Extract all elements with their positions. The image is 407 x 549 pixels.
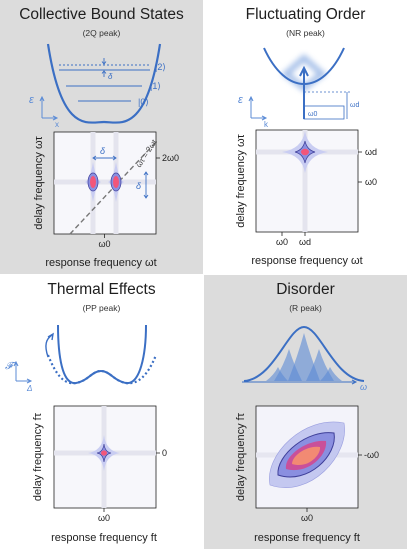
xaxis-label: response frequency ωt xyxy=(45,257,156,269)
energy-axis-label: ε xyxy=(238,94,243,106)
ytick-label-d: ωd xyxy=(365,147,377,157)
panel-subtitle: (PP peak) xyxy=(82,303,121,313)
panel-disorder: Disorder (R peak) ω ω0 -ω0 response freq… xyxy=(204,275,407,549)
panel-collective-bound-states: Collective Bound States (2Q peak) δ |2⟩ … xyxy=(0,0,203,274)
thermal-figure: 𝓕 Δ ω0 0 response frequency ft delay fre… xyxy=(5,324,167,544)
delta-v-label: δ xyxy=(136,181,142,191)
panel-title: Disorder xyxy=(276,281,335,298)
energy-axis-label: ε xyxy=(29,94,34,106)
yaxis-label: delay frequency ωτ xyxy=(235,134,247,228)
panel-subtitle: (R peak) xyxy=(289,303,322,313)
energy-axis xyxy=(248,95,268,121)
ytick-label-0: ω0 xyxy=(365,177,377,187)
spectrum-nr xyxy=(255,129,362,236)
spectrum-2q: δ δ ωτ = 2ωt xyxy=(53,131,160,238)
yaxis-label: delay frequency fτ xyxy=(235,412,247,501)
spectrum-r xyxy=(255,405,362,512)
delta-v-marker xyxy=(143,171,149,199)
xaxis-label: response frequency ft xyxy=(51,532,157,544)
diagonal-line xyxy=(69,141,157,235)
delta-arrow-down xyxy=(101,58,107,65)
xtick-label-d: ωd xyxy=(299,237,311,247)
xtick-label: ω0 xyxy=(98,513,110,523)
delta-h-marker xyxy=(92,155,117,161)
yaxis-label: delay frequency ωτ xyxy=(33,136,45,230)
panel-subtitle: (2Q peak) xyxy=(82,28,121,38)
ytick-label: 0 xyxy=(162,448,167,458)
energy-axis xyxy=(39,95,59,121)
peak-core xyxy=(301,148,309,156)
thermal-dotted-curve xyxy=(46,354,158,385)
line-5 xyxy=(320,367,342,381)
collective-figure: δ |2⟩ |1⟩ |0⟩ ε x δ δ ωτ = 2ω xyxy=(29,43,179,269)
free-energy-axis xyxy=(13,360,33,384)
peak-core xyxy=(292,446,321,466)
panel-title: Fluctuating Order xyxy=(245,6,366,23)
state-2-label: |2⟩ xyxy=(155,62,166,72)
ytick-label: 2ω0 xyxy=(162,153,179,163)
fluctuating-figure: ωd ω0 ε k ω0 ωd ωd ω0 response frequency… xyxy=(235,47,377,267)
delta-h-label: δ xyxy=(100,146,106,156)
delta-label: δ xyxy=(108,72,113,81)
panel-subtitle: (NR peak) xyxy=(286,28,325,38)
panel-fluctuating-order: Fluctuating Order (NR peak) ωd ω0 ε k xyxy=(204,0,407,274)
peak-core xyxy=(101,450,107,456)
panel-title: Collective Bound States xyxy=(19,6,184,23)
xtick-label: ω0 xyxy=(98,239,110,249)
omega-0-small-label: ω0 xyxy=(308,111,317,118)
yaxis-label: delay frequency fτ xyxy=(32,412,44,501)
free-energy-label: 𝓕 xyxy=(5,361,16,372)
state-0-label: |0⟩ xyxy=(138,97,149,107)
spectrum-pp xyxy=(53,405,160,512)
omega-axis-label: ω xyxy=(360,382,367,392)
xtick-label: ω0 xyxy=(301,513,313,523)
delta-arrow-up xyxy=(101,70,107,77)
disorder-figure: ω ω0 -ω0 response frequency ft delay fre… xyxy=(235,325,379,544)
state-1-label: |1⟩ xyxy=(150,81,161,91)
omega-0-box xyxy=(303,105,345,120)
x-axis-label: x xyxy=(55,120,59,129)
xtick-label-0: ω0 xyxy=(276,237,288,247)
peak-left-core xyxy=(90,176,96,188)
double-well-curve xyxy=(57,324,147,384)
panel-title: Thermal Effects xyxy=(47,281,156,298)
ytick-label: -ω0 xyxy=(364,450,379,460)
xaxis-label: response frequency ωt xyxy=(251,255,362,267)
omega-d-small-label: ωd xyxy=(350,102,359,109)
delta-axis-label: Δ xyxy=(26,384,32,393)
k-axis-label: k xyxy=(264,120,269,129)
distribution-peaks xyxy=(266,333,342,381)
thermal-arrow xyxy=(45,332,54,358)
omega-axis xyxy=(242,379,358,385)
panel-thermal-effects: Thermal Effects (PP peak) 𝓕 Δ ω0 0 respo… xyxy=(0,275,203,549)
xaxis-label: response frequency ft xyxy=(254,532,360,544)
gaussian-envelope xyxy=(243,325,365,382)
potential-well-curve xyxy=(46,43,162,124)
peak-right-core xyxy=(113,176,119,188)
